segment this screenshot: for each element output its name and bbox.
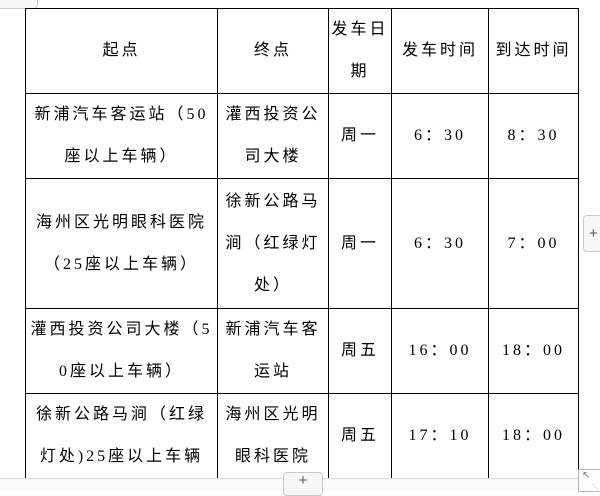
bus-schedule-table: 起点 终点 发车日期 发车时间 到达时间 新浦汽车客运站（50座以上车辆） 灌西…	[25, 8, 579, 479]
add-column-button[interactable]: +	[583, 215, 600, 252]
cell-depart-time[interactable]: 16：00	[391, 308, 489, 394]
cell-depart-time[interactable]: 6：30	[391, 93, 489, 179]
cell-origin[interactable]: 海州区光明眼科医院（25座以上车辆）	[25, 178, 218, 309]
cell-destination[interactable]: 海州区光明眼科医院	[217, 393, 329, 479]
cell-date[interactable]: 周五	[328, 308, 392, 394]
plus-icon: +	[298, 472, 308, 489]
cell-arrive-time[interactable]: 8：30	[488, 93, 579, 179]
cell-destination[interactable]: 新浦汽车客运站	[217, 308, 329, 394]
col-header-destination[interactable]: 终点	[217, 8, 329, 94]
cell-destination[interactable]: 徐新公路马涧（红绿灯处）	[217, 178, 329, 309]
table-row: 徐新公路马涧（红绿灯处)25座以上车辆 海州区光明眼科医院 周五 17：10 1…	[25, 393, 579, 479]
cell-date[interactable]: 周一	[328, 178, 392, 309]
cell-depart-time[interactable]: 17：10	[391, 393, 489, 479]
cell-depart-time[interactable]: 6：30	[391, 178, 489, 309]
cell-arrive-time[interactable]: 18：00	[488, 393, 579, 479]
top-left-button-fragment[interactable]	[0, 0, 38, 9]
table-header-row: 起点 终点 发车日期 发车时间 到达时间	[25, 8, 579, 94]
resize-dots-icon: ⋱	[592, 483, 599, 491]
col-header-arrive-time[interactable]: 到达时间	[488, 8, 579, 94]
table-row: 海州区光明眼科医院（25座以上车辆） 徐新公路马涧（红绿灯处） 周一 6：30 …	[25, 178, 579, 309]
cell-date[interactable]: 周五	[328, 393, 392, 479]
table-resize-handle[interactable]: ↖ ⋱	[578, 469, 600, 492]
cell-arrive-time[interactable]: 18：00	[488, 308, 579, 394]
col-header-depart-time[interactable]: 发车时间	[391, 8, 489, 94]
col-header-date[interactable]: 发车日期	[328, 8, 392, 94]
cell-arrive-time[interactable]: 7：00	[488, 178, 579, 309]
plus-icon: +	[589, 225, 598, 242]
cell-date[interactable]: 周一	[328, 93, 392, 179]
col-header-origin[interactable]: 起点	[25, 8, 218, 94]
cell-origin[interactable]: 新浦汽车客运站（50座以上车辆）	[25, 93, 218, 179]
cell-destination[interactable]: 灌西投资公司大楼	[217, 93, 329, 179]
resize-arrow-icon: ↖	[582, 470, 591, 481]
cell-origin[interactable]: 徐新公路马涧（红绿灯处)25座以上车辆	[25, 393, 218, 479]
table-row: 新浦汽车客运站（50座以上车辆） 灌西投资公司大楼 周一 6：30 8：30	[25, 93, 579, 179]
table-row: 灌西投资公司大楼（50座以上车辆） 新浦汽车客运站 周五 16：00 18：00	[25, 308, 579, 394]
add-row-button[interactable]: +	[283, 472, 323, 496]
cell-origin[interactable]: 灌西投资公司大楼（50座以上车辆）	[25, 308, 218, 394]
